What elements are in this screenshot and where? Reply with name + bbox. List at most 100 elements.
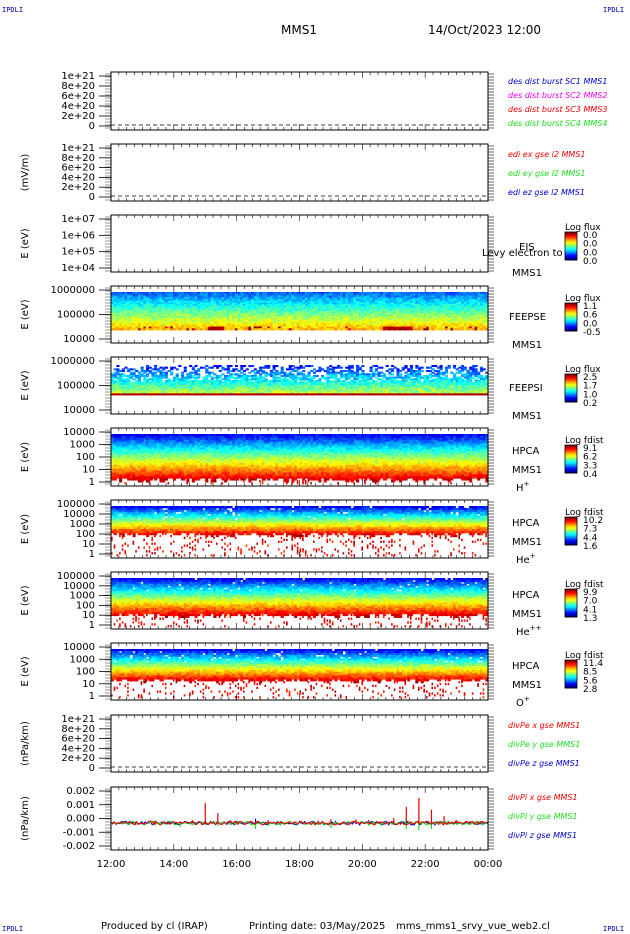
heatmap-cell bbox=[256, 324, 260, 327]
heatmap-cell bbox=[339, 316, 343, 319]
heatmap-cell bbox=[474, 328, 478, 331]
heatmap-cell bbox=[251, 305, 255, 308]
heatmap-cell bbox=[140, 295, 144, 298]
heatmap-cell bbox=[210, 321, 214, 324]
heatmap-cell bbox=[202, 324, 206, 327]
heatmap-cell bbox=[237, 312, 241, 315]
y-tick-label: 8e+20 bbox=[61, 81, 95, 92]
heatmap-cell bbox=[415, 328, 419, 331]
heatmap-cell bbox=[202, 307, 206, 310]
heatmap-cell bbox=[216, 305, 220, 308]
heatmap-cell bbox=[218, 324, 222, 327]
heatmap-cell bbox=[369, 298, 373, 302]
heatmap-cell bbox=[210, 300, 214, 303]
heatmap-cell bbox=[116, 373, 120, 376]
heatmap-cell bbox=[197, 317, 201, 321]
heatmap-cell bbox=[156, 314, 160, 317]
heatmap-cell bbox=[286, 307, 290, 310]
heatmap-cell bbox=[369, 328, 373, 331]
heatmap-cell bbox=[167, 292, 171, 295]
heatmap-cell bbox=[326, 314, 330, 317]
heatmap-cell bbox=[296, 302, 300, 305]
heatmap-cell bbox=[119, 295, 123, 298]
heatmap-cell bbox=[334, 298, 338, 302]
heatmap-cell bbox=[329, 300, 333, 303]
colorbar-segment bbox=[565, 247, 577, 249]
heatmap-cell bbox=[226, 298, 230, 302]
heatmap-cell bbox=[312, 323, 317, 326]
heatmap-cell bbox=[172, 295, 177, 298]
heatmap-cell bbox=[154, 311, 158, 314]
heatmap-cell bbox=[286, 324, 290, 327]
heatmap-cell bbox=[221, 326, 225, 329]
heatmap-cell bbox=[261, 295, 265, 298]
heatmap-cell bbox=[162, 305, 166, 308]
heatmap-cell bbox=[280, 300, 284, 303]
heatmap-cell bbox=[288, 304, 292, 307]
heatmap-cell bbox=[291, 304, 295, 307]
heatmap-cell bbox=[259, 393, 263, 396]
heatmap-cell bbox=[167, 309, 171, 312]
heatmap-cell bbox=[183, 326, 187, 329]
heatmap-cell bbox=[229, 326, 233, 329]
heatmap-cell bbox=[237, 316, 241, 319]
heatmap-cell bbox=[129, 393, 133, 396]
heatmap-cell bbox=[189, 365, 193, 368]
heatmap-cell bbox=[447, 328, 451, 331]
heatmap-cell bbox=[148, 298, 152, 302]
heatmap-cell bbox=[242, 328, 247, 331]
heatmap-cell bbox=[307, 328, 311, 331]
heatmap-cell bbox=[288, 293, 292, 296]
heatmap-cell bbox=[183, 321, 187, 324]
heatmap-cell bbox=[339, 305, 343, 308]
heatmap-cell bbox=[277, 309, 282, 312]
heatmap-cell bbox=[221, 316, 225, 319]
heatmap-cell bbox=[113, 314, 117, 317]
heatmap-cell bbox=[323, 314, 327, 317]
heatmap-cell bbox=[137, 309, 142, 312]
heatmap-cell bbox=[291, 317, 295, 321]
heatmap-cell bbox=[218, 302, 222, 305]
heatmap-cell bbox=[191, 328, 195, 331]
heatmap-cell bbox=[167, 304, 171, 307]
heatmap-cell bbox=[175, 307, 179, 310]
heatmap-cell bbox=[172, 312, 177, 315]
colorbar-segment bbox=[565, 232, 577, 234]
heatmap-cell bbox=[329, 321, 333, 324]
heatmap-cell bbox=[207, 295, 212, 298]
heatmap-cell bbox=[264, 314, 268, 317]
heatmap-cell bbox=[116, 297, 120, 300]
heatmap-cell bbox=[288, 309, 292, 312]
heatmap-cell bbox=[463, 328, 467, 331]
heatmap-cell bbox=[189, 307, 193, 310]
heatmap-cell bbox=[329, 302, 333, 305]
heatmap-cell bbox=[127, 321, 131, 324]
heatmap-cell bbox=[229, 293, 233, 296]
heatmap-cell bbox=[291, 370, 295, 373]
heatmap-cell bbox=[345, 328, 349, 331]
heatmap-cell bbox=[299, 295, 303, 298]
heatmap-cell bbox=[175, 298, 179, 302]
heatmap-cell bbox=[146, 328, 150, 331]
heatmap-cell bbox=[364, 292, 368, 295]
heatmap-cell bbox=[280, 317, 284, 321]
heatmap-cell bbox=[347, 298, 352, 302]
heatmap-cell bbox=[350, 326, 354, 329]
heatmap-cell bbox=[121, 295, 125, 298]
heatmap-cell bbox=[234, 323, 238, 326]
heatmap-cell bbox=[259, 316, 263, 319]
colorbar-segment bbox=[565, 237, 577, 240]
heatmap-cell bbox=[280, 319, 284, 322]
heatmap-cell bbox=[286, 317, 290, 321]
heatmap-cell bbox=[202, 366, 206, 369]
heatmap-cell bbox=[221, 314, 225, 317]
heatmap-cell bbox=[342, 307, 346, 310]
heatmap-cell bbox=[286, 304, 290, 307]
heatmap-cell bbox=[318, 393, 322, 396]
heatmap-cell bbox=[189, 292, 193, 295]
heatmap-cell bbox=[135, 311, 139, 314]
heatmap-cell bbox=[113, 307, 117, 310]
heatmap-cell bbox=[143, 293, 147, 296]
heatmap-cell bbox=[256, 328, 260, 331]
heatmap-cell bbox=[154, 321, 158, 324]
